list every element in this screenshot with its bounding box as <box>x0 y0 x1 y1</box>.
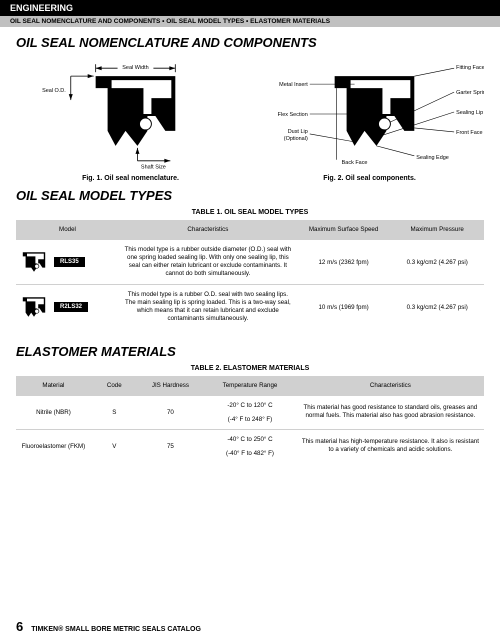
pressure-cell: 0.3 kg/cm2 (4.267 psi) <box>390 240 484 285</box>
model-types-table: Model Characteristics Maximum Surface Sp… <box>16 220 484 330</box>
svg-text:(Optional): (Optional) <box>284 136 308 142</box>
material-cell: Fluoroelastomer (FKM) <box>16 429 91 463</box>
th-char2: Characteristics <box>297 376 484 396</box>
model-label: R2LS32 <box>54 302 88 312</box>
nomenclature-title: OIL SEAL NOMENCLATURE AND COMPONENTS <box>16 35 484 50</box>
material-cell: Nitrile (NBR) <box>16 395 91 429</box>
svg-text:Front Face: Front Face <box>456 130 482 136</box>
hardness-cell: 70 <box>138 395 204 429</box>
char-cell: This model type is a rubber outside diam… <box>119 240 297 285</box>
char-cell: This model type is a rubber O.D. seal wi… <box>119 285 297 330</box>
th-char: Characteristics <box>119 220 297 240</box>
svg-text:Garter Spring: Garter Spring <box>456 90 484 96</box>
table-row: RLS35 This model type is a rubber outsid… <box>16 240 484 285</box>
th-hardness: JIS Hardness <box>138 376 204 396</box>
th-speed: Maximum Surface Speed <box>297 220 391 240</box>
table1-title: TABLE 1. OIL SEAL MODEL TYPES <box>16 209 484 216</box>
svg-text:Sealing Lip: Sealing Lip <box>456 110 483 116</box>
th-code: Code <box>91 376 138 396</box>
th-model: Model <box>16 220 119 240</box>
svg-text:Metal Insert: Metal Insert <box>279 82 308 88</box>
fig2-caption: Fig. 2. Oil seal components. <box>255 175 484 182</box>
fig1-caption: Fig. 1. Oil seal nomenclature. <box>16 175 245 182</box>
modeltypes-title: OIL SEAL MODEL TYPES <box>16 188 484 203</box>
th-pressure: Maximum Pressure <box>390 220 484 240</box>
svg-text:Seal Width: Seal Width <box>122 65 148 71</box>
table-row: Nitrile (NBR) S 70 -20° C to 120° C(-4° … <box>16 395 484 429</box>
hardness-cell: 75 <box>138 429 204 463</box>
components-diagram: Metal Insert Fitting Face Garter Spring … <box>255 56 484 171</box>
svg-text:Dust Lip: Dust Lip <box>288 129 308 135</box>
elastomer-title: ELASTOMER MATERIALS <box>16 344 484 359</box>
svg-text:Sealing Edge: Sealing Edge <box>416 155 449 161</box>
figures-row: Seal Width Seal O.D. Shaft Size Fig. 1. … <box>16 56 484 182</box>
elastomer-table: Material Code JIS Hardness Temperature R… <box>16 376 484 463</box>
model-label: RLS35 <box>54 257 85 267</box>
page-footer: 6 TIMKEN® SMALL BORE METRIC SEALS CATALO… <box>16 619 201 634</box>
svg-text:Flex Section: Flex Section <box>278 112 308 118</box>
speed-cell: 12 m/s (2362 fpm) <box>297 240 391 285</box>
pressure-cell: 0.3 kg/cm2 (4.267 psi) <box>390 285 484 330</box>
table-row: Fluoroelastomer (FKM) V 75 -40° C to 250… <box>16 429 484 463</box>
header-subtitle: OIL SEAL NOMENCLATURE AND COMPONENTS • O… <box>0 16 500 27</box>
temp-cell: -40° C to 250° C(-40° F to 482° F) <box>203 429 297 463</box>
page-number: 6 <box>16 619 23 634</box>
svg-text:Seal O.D.: Seal O.D. <box>42 88 66 94</box>
figure-2: Metal Insert Fitting Face Garter Spring … <box>255 56 484 182</box>
code-cell: V <box>91 429 138 463</box>
th-material: Material <box>16 376 91 396</box>
nomenclature-diagram: Seal Width Seal O.D. Shaft Size <box>16 56 245 171</box>
temp-cell: -20° C to 120° C(-4° F to 248° F) <box>203 395 297 429</box>
table-row: R2LS32 This model type is a rubber O.D. … <box>16 285 484 330</box>
table2-title: TABLE 2. ELASTOMER MATERIALS <box>16 365 484 372</box>
header-section: ENGINEERING <box>0 0 500 16</box>
th-temp: Temperature Range <box>203 376 297 396</box>
char2-cell: This material has high-temperature resis… <box>297 429 484 463</box>
footer-text: TIMKEN® SMALL BORE METRIC SEALS CATALOG <box>31 626 201 633</box>
char2-cell: This material has good resistance to sta… <box>297 395 484 429</box>
svg-text:Back Face: Back Face <box>342 160 368 166</box>
figure-1: Seal Width Seal O.D. Shaft Size Fig. 1. … <box>16 56 245 182</box>
code-cell: S <box>91 395 138 429</box>
speed-cell: 10 m/s (1969 fpm) <box>297 285 391 330</box>
svg-text:Shaft Size: Shaft Size <box>141 165 166 171</box>
svg-text:Fitting Face: Fitting Face <box>456 65 484 71</box>
